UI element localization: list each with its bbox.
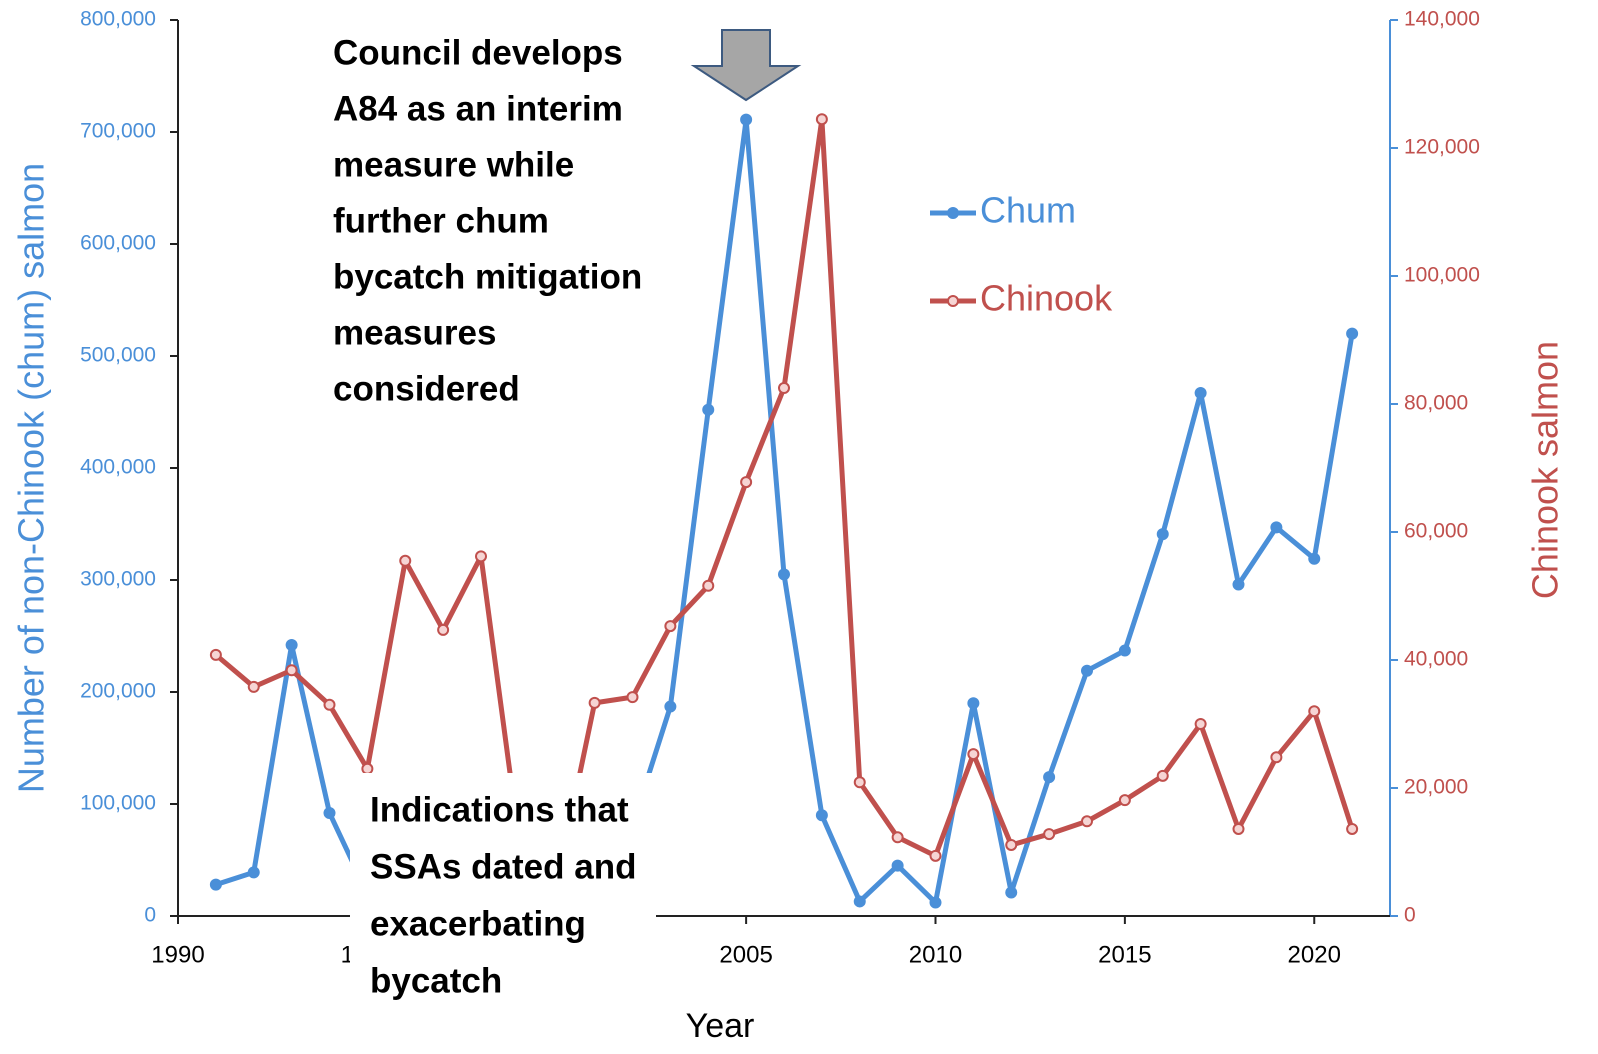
- data-point: [1270, 751, 1283, 764]
- data-point: [323, 698, 336, 711]
- data-point: [1308, 705, 1321, 718]
- annotation-text: SSAs dated and: [370, 847, 636, 886]
- y-tick-label: 300,000: [80, 568, 156, 591]
- x-tick-label: 1990: [151, 941, 204, 968]
- legend-label: Chinook: [980, 278, 1113, 319]
- data-point: [702, 579, 715, 592]
- data-point: [588, 696, 601, 709]
- y2-tick-label: 60,000: [1404, 520, 1468, 543]
- annotation-text: further chum: [333, 201, 549, 240]
- data-point: [929, 849, 942, 862]
- data-point: [891, 831, 904, 844]
- y-tick-label: 200,000: [80, 680, 156, 703]
- x-tick-label: 2010: [909, 941, 962, 968]
- data-point: [1043, 771, 1056, 784]
- x-tick-label: 2005: [719, 941, 772, 968]
- data-point: [1081, 664, 1093, 677]
- data-point: [626, 691, 639, 704]
- data-point: [1194, 386, 1207, 399]
- y2-tick-label: 40,000: [1404, 648, 1468, 671]
- data-point: [209, 648, 222, 661]
- annotation-text: measures: [333, 313, 496, 352]
- data-point: [664, 620, 677, 633]
- data-point: [664, 700, 677, 713]
- x-tick-label: 2020: [1288, 941, 1341, 968]
- y-tick-label: 100,000: [80, 792, 156, 815]
- data-point: [740, 113, 753, 126]
- y-tick-label: 0: [144, 904, 156, 927]
- x-axis-title: Year: [686, 1007, 755, 1045]
- data-point: [361, 762, 374, 775]
- annotation-text: exacerbating: [370, 904, 586, 943]
- legend-marker: [947, 207, 959, 219]
- data-point: [967, 748, 980, 761]
- data-point: [209, 878, 222, 891]
- y2-tick-label: 100,000: [1404, 264, 1480, 287]
- y2-axis-title: Chinook salmon: [1525, 341, 1566, 599]
- annotation-text: bycatch: [370, 961, 502, 1000]
- data-point: [1118, 644, 1131, 657]
- data-point: [815, 809, 828, 822]
- annotation-text: A84 as an interim: [333, 89, 623, 128]
- annotation-text: Indications that: [370, 790, 629, 829]
- annotation-text: Council develops: [333, 33, 623, 72]
- data-point: [1156, 769, 1169, 782]
- data-point: [1043, 828, 1056, 841]
- legend-marker: [947, 295, 959, 307]
- data-point: [778, 568, 790, 581]
- data-point: [815, 113, 828, 126]
- x-tick-label: 2015: [1098, 941, 1151, 968]
- data-point: [323, 806, 336, 819]
- y-tick-label: 600,000: [80, 232, 156, 255]
- data-point: [1232, 578, 1245, 591]
- data-point: [853, 895, 866, 908]
- annotation-box: [350, 773, 656, 1018]
- data-point: [1118, 794, 1131, 807]
- data-point: [1156, 528, 1169, 541]
- data-point: [1005, 838, 1018, 851]
- data-point: [1232, 822, 1245, 835]
- data-point: [1308, 552, 1321, 565]
- data-point: [1081, 815, 1093, 828]
- arrow: [690, 29, 802, 102]
- data-point: [1346, 822, 1359, 835]
- data-point: [853, 776, 866, 789]
- data-point: [285, 664, 298, 677]
- data-point: [702, 403, 715, 416]
- data-point: [891, 859, 904, 872]
- annotation-text: considered: [333, 369, 520, 408]
- y-tick-label: 700,000: [80, 120, 156, 143]
- data-point: [475, 550, 487, 563]
- data-point: [929, 896, 942, 909]
- data-point: [247, 680, 260, 693]
- y2-tick-label: 80,000: [1404, 392, 1468, 415]
- data-point: [1194, 718, 1207, 730]
- data-point: [740, 476, 753, 489]
- data-point: [1005, 886, 1018, 899]
- legend-label: Chum: [980, 190, 1076, 231]
- data-point: [247, 866, 260, 879]
- data-point: [967, 697, 980, 710]
- data-point: [778, 382, 790, 394]
- y-tick-label: 500,000: [80, 344, 156, 367]
- annotation-text: measure while: [333, 145, 574, 184]
- data-point: [399, 554, 412, 567]
- y2-tick-label: 120,000: [1404, 136, 1480, 159]
- data-point: [285, 638, 298, 651]
- y-tick-label: 400,000: [80, 456, 156, 479]
- y-axis-title: Number of non-Chinook (chum) salmon: [11, 163, 52, 793]
- y2-tick-label: 140,000: [1404, 8, 1480, 31]
- y2-tick-label: 20,000: [1404, 776, 1468, 799]
- y-tick-label: 800,000: [80, 8, 156, 31]
- y2-tick-label: 0: [1404, 904, 1416, 927]
- data-point: [437, 623, 450, 636]
- annotation-text: bycatch mitigation: [333, 257, 642, 296]
- data-point: [1270, 521, 1283, 534]
- data-point: [1346, 327, 1359, 340]
